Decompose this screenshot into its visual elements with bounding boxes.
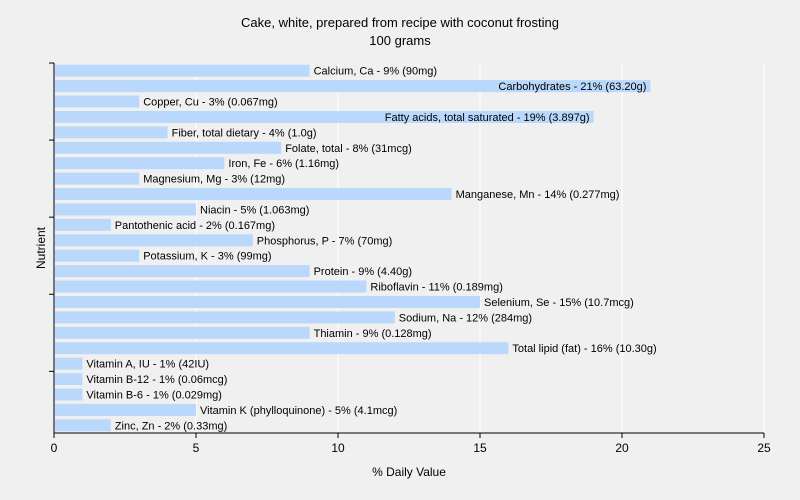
chart-subtitle: 100 grams bbox=[369, 33, 431, 48]
bar-label: Total lipid (fat) - 16% (10.30g) bbox=[512, 343, 656, 355]
bar-label: Sodium, Na - 12% (284mg) bbox=[399, 312, 532, 324]
bar bbox=[55, 64, 310, 77]
bar bbox=[55, 388, 83, 401]
bar-label: Vitamin K (phylloquinone) - 5% (4.1mcg) bbox=[200, 405, 397, 417]
bar bbox=[55, 403, 196, 416]
bar-label: Vitamin B-12 - 1% (0.06mcg) bbox=[86, 374, 227, 386]
bar bbox=[55, 188, 452, 201]
bar-label: Potassium, K - 3% (99mg) bbox=[143, 251, 271, 263]
bar bbox=[55, 126, 168, 139]
x-ticks: 0 5 10 15 20 25 bbox=[51, 433, 771, 455]
bar-label: Protein - 9% (4.40g) bbox=[314, 266, 412, 278]
bar-label: Iron, Fe - 6% (1.16mg) bbox=[228, 158, 339, 170]
x-tick-label: 20 bbox=[615, 441, 629, 455]
bar bbox=[55, 80, 651, 93]
x-tick-label: 10 bbox=[331, 441, 345, 455]
bar bbox=[55, 373, 83, 386]
bar-label: Thiamin - 9% (0.128mg) bbox=[314, 328, 432, 340]
bar bbox=[55, 342, 509, 355]
bar-label: Calcium, Ca - 9% (90mg) bbox=[314, 66, 437, 78]
bar-label: Fatty acids, total saturated - 19% (3.89… bbox=[385, 112, 590, 124]
bar bbox=[55, 218, 111, 231]
bar bbox=[55, 326, 310, 339]
bar-label: Zinc, Zn - 2% (0.33mg) bbox=[115, 420, 227, 432]
bar-label: Copper, Cu - 3% (0.067mg) bbox=[143, 97, 278, 109]
x-tick-label: 5 bbox=[193, 441, 200, 455]
bar bbox=[55, 311, 395, 324]
bar-label: Phosphorus, P - 7% (70mg) bbox=[257, 235, 393, 247]
y-axis-label: Nutrient bbox=[34, 226, 48, 269]
bar bbox=[55, 280, 367, 293]
bar bbox=[55, 203, 196, 216]
bar-label: Fiber, total dietary - 4% (1.0g) bbox=[172, 127, 317, 139]
x-tick-label: 25 bbox=[757, 441, 771, 455]
bar-label: Magnesium, Mg - 3% (12mg) bbox=[143, 174, 285, 186]
bar bbox=[55, 172, 140, 185]
bar bbox=[55, 234, 253, 247]
bar-label: Manganese, Mn - 14% (0.277mg) bbox=[456, 189, 620, 201]
bar bbox=[55, 249, 140, 262]
bar bbox=[55, 110, 594, 123]
chart-title: Cake, white, prepared from recipe with c… bbox=[241, 15, 559, 30]
axes bbox=[49, 62, 764, 434]
bar-label: Vitamin A, IU - 1% (42IU) bbox=[86, 359, 209, 371]
bar bbox=[55, 265, 310, 278]
bars: Calcium, Ca - 9% (90mg) Carbohydrates - 2… bbox=[55, 64, 657, 432]
bar-label: Niacin - 5% (1.063mg) bbox=[200, 204, 309, 216]
bar bbox=[55, 295, 480, 308]
bar-label: Carbohydrates - 21% (63.20g) bbox=[498, 81, 646, 93]
bar bbox=[55, 95, 140, 108]
bar bbox=[55, 419, 111, 432]
bar-label: Pantothenic acid - 2% (0.167mg) bbox=[115, 220, 275, 232]
bar-label: Riboflavin - 11% (0.189mg) bbox=[370, 282, 502, 294]
bar bbox=[55, 141, 282, 154]
x-tick-label: 0 bbox=[51, 441, 58, 455]
bar-label: Folate, total - 8% (31mcg) bbox=[285, 143, 412, 155]
bar-label: Selenium, Se - 15% (10.7mcg) bbox=[484, 297, 634, 309]
grid bbox=[195, 63, 765, 433]
bar-label: Vitamin B-6 - 1% (0.029mg) bbox=[86, 389, 222, 401]
x-tick-label: 15 bbox=[473, 441, 487, 455]
bar bbox=[55, 157, 225, 170]
bar bbox=[55, 357, 83, 370]
x-axis-label: % Daily Value bbox=[372, 465, 446, 479]
